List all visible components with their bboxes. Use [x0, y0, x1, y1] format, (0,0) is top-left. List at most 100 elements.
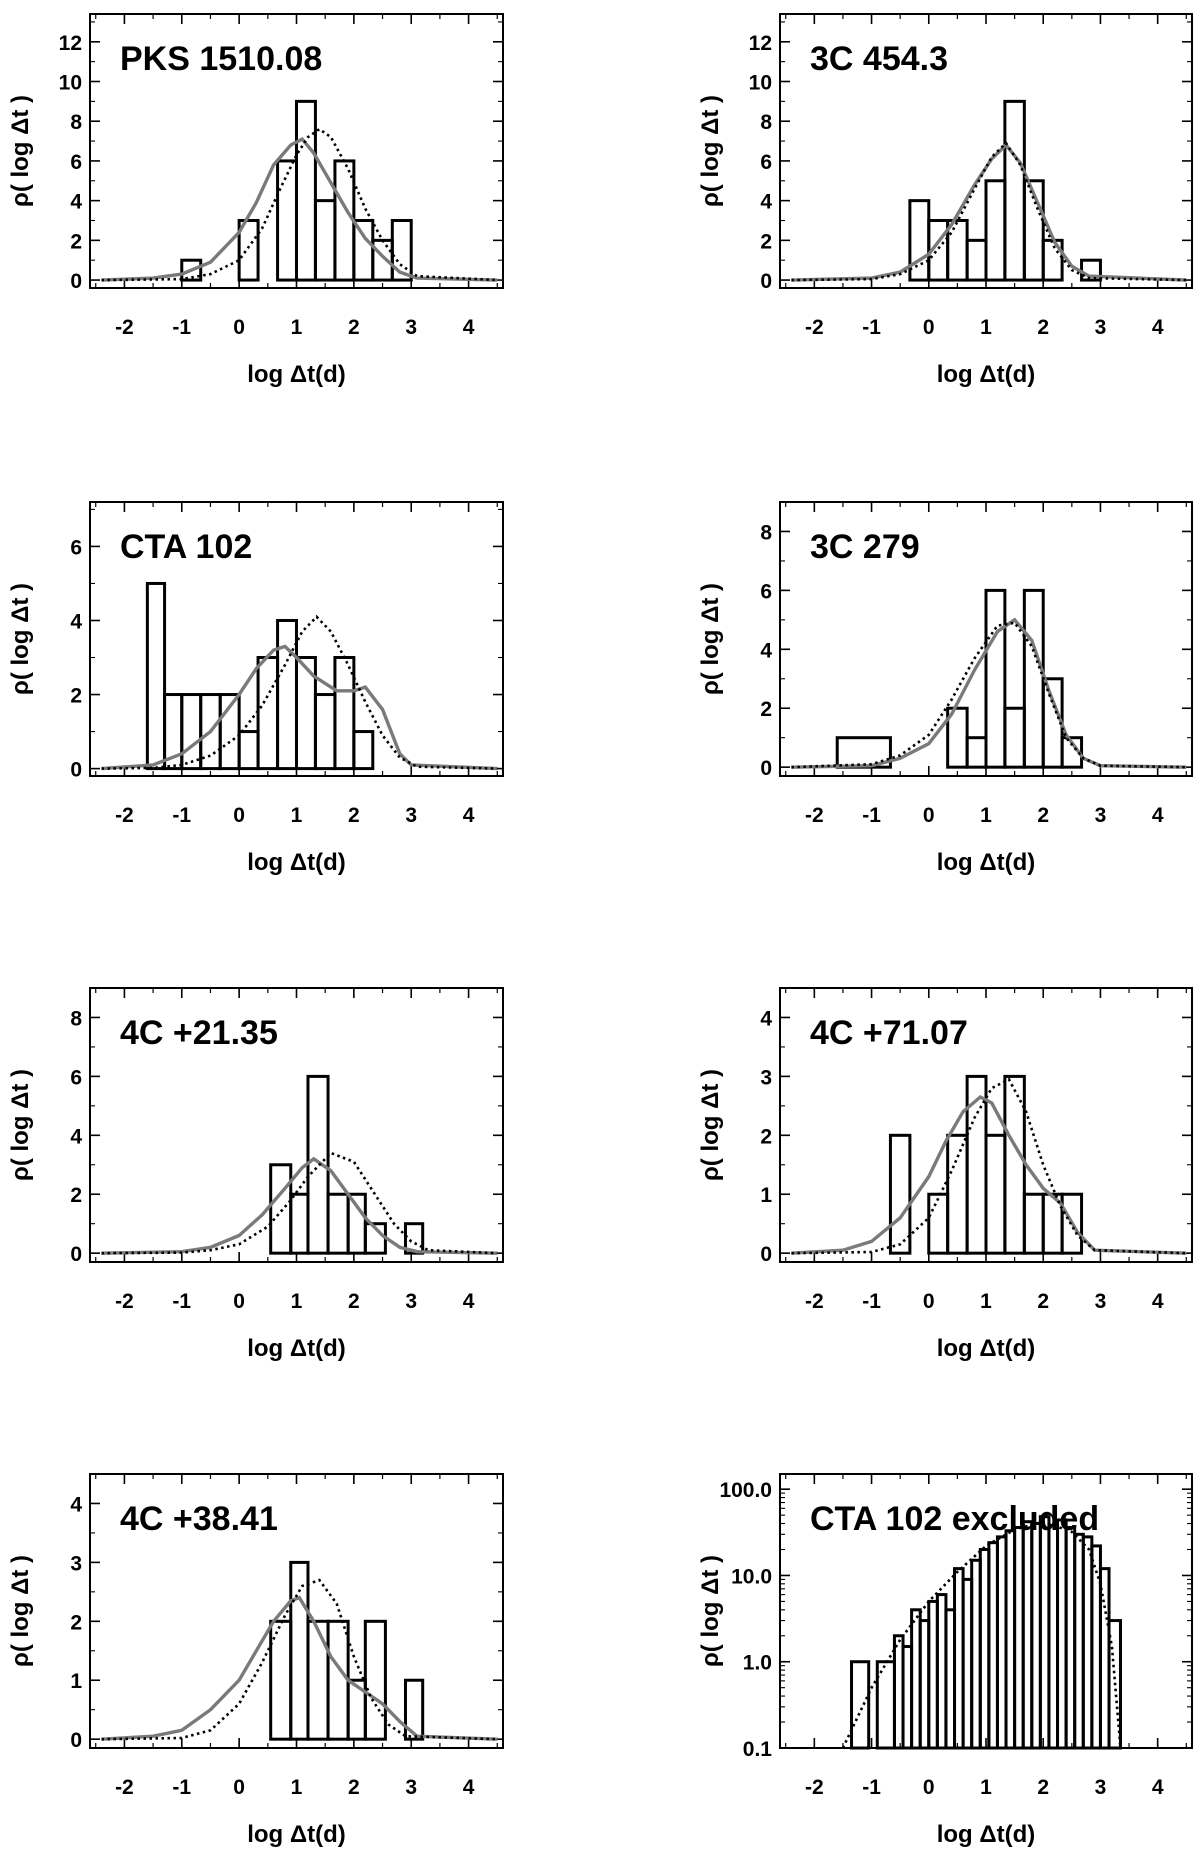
model-gray-line — [791, 617, 1187, 769]
y-tick-label: 3 — [70, 1552, 82, 1575]
x-tick-label: 1 — [980, 804, 992, 827]
x-tick-label: 1 — [980, 316, 992, 339]
y-tick-label: 2 — [760, 1125, 772, 1148]
y-tick-label: 0.1 — [743, 1738, 773, 1761]
x-tick-label: 2 — [1037, 316, 1049, 339]
y-tick-label: 1 — [760, 1184, 772, 1207]
x-tick-label: -2 — [115, 804, 134, 827]
y-tick-label: 0 — [760, 270, 772, 293]
x-tick-label: 4 — [463, 1290, 475, 1313]
x-tick-label: 4 — [1152, 1290, 1164, 1313]
y-tick-label: 0 — [760, 757, 772, 780]
x-tick-label: 1 — [291, 1290, 303, 1313]
y-tick-label: 4 — [70, 610, 82, 633]
x-tick-label: 4 — [1152, 1776, 1164, 1799]
y-tick-label: 4 — [70, 1493, 82, 1516]
model-dotted-line — [791, 621, 1187, 769]
panel-title: CTA 102 — [120, 528, 252, 566]
x-tick-label: 3 — [405, 804, 417, 827]
x-tick-label: -2 — [115, 1776, 134, 1799]
x-axis-label: log Δt(d) — [937, 1335, 1036, 1362]
x-axis-label: log Δt(d) — [937, 361, 1036, 388]
x-tick-label: 2 — [1037, 1290, 1049, 1313]
panel-title: 3C 454.3 — [810, 40, 948, 78]
x-tick-label: -1 — [862, 804, 881, 827]
x-tick-label: 0 — [233, 1290, 245, 1313]
model-dotted-line — [841, 1520, 1122, 1749]
y-tick-label: 100.0 — [719, 1479, 772, 1502]
y-tick-label: 0 — [760, 1243, 772, 1266]
x-tick-label: 1 — [980, 1776, 992, 1799]
model-dotted-line — [101, 614, 498, 770]
x-tick-label: 0 — [233, 804, 245, 827]
y-axis-label: ρ( log Δt ) — [7, 1555, 34, 1667]
y-axis-label: ρ( log Δt ) — [697, 1555, 724, 1667]
x-tick-label: 2 — [348, 316, 360, 339]
x-tick-label: 3 — [405, 1776, 417, 1799]
histogram-bar — [984, 588, 1007, 769]
y-tick-label: 0 — [70, 759, 82, 782]
y-tick-label: 6 — [70, 151, 82, 174]
y-tick-label: 1 — [70, 1670, 82, 1693]
x-tick-label: -1 — [862, 316, 881, 339]
histogram-bar — [850, 1660, 871, 1750]
y-tick-label: 8 — [70, 1007, 82, 1030]
x-tick-label: -2 — [805, 1776, 824, 1799]
histogram-bar — [1022, 179, 1045, 282]
model-gray-line — [791, 142, 1187, 282]
histogram-bar — [403, 1678, 425, 1741]
panel-title: PKS 1510.08 — [120, 40, 322, 78]
x-tick-label: 1 — [291, 1776, 303, 1799]
x-tick-label: 3 — [1095, 1776, 1107, 1799]
y-axis-label: ρ( log Δt ) — [697, 583, 724, 695]
y-axis-label: ρ( log Δt ) — [697, 95, 724, 207]
model-dotted-line — [791, 141, 1187, 282]
y-tick-label: 2 — [70, 230, 82, 253]
y-tick-label: 2 — [70, 1184, 82, 1207]
panel-title: 4C +21.35 — [120, 1014, 278, 1052]
model-dotted-line — [101, 1578, 498, 1741]
x-tick-label: 0 — [923, 316, 935, 339]
y-tick-label: 6 — [760, 580, 772, 603]
y-axis-label: ρ( log Δt ) — [7, 1069, 34, 1181]
y-tick-label: 8 — [70, 111, 82, 134]
x-tick-label: 1 — [291, 316, 303, 339]
x-axis-label: log Δt(d) — [247, 849, 346, 876]
model-gray-line — [101, 644, 498, 771]
y-tick-label: 12 — [59, 32, 82, 55]
y-tick-label: 4 — [70, 1125, 82, 1148]
x-tick-label: -2 — [805, 1290, 824, 1313]
y-tick-label: 12 — [749, 32, 772, 55]
x-tick-label: -1 — [172, 1290, 191, 1313]
model-dotted-line — [101, 127, 498, 282]
histogram-bar — [363, 1619, 387, 1741]
x-axis-label: log Δt(d) — [247, 361, 346, 388]
y-tick-label: 10 — [59, 72, 82, 95]
y-tick-label: 2 — [70, 685, 82, 708]
x-tick-label: 4 — [1152, 316, 1164, 339]
y-tick-label: 2 — [760, 230, 772, 253]
y-tick-label: 10 — [749, 72, 772, 95]
x-tick-label: 2 — [348, 804, 360, 827]
x-tick-label: -1 — [172, 804, 191, 827]
histogram-bar — [237, 218, 260, 282]
y-tick-label: 1.0 — [743, 1652, 772, 1675]
x-tick-label: 3 — [1095, 804, 1107, 827]
histogram-bar — [1060, 736, 1084, 769]
x-tick-label: 2 — [1037, 804, 1049, 827]
histogram-bar — [180, 258, 203, 282]
model-dotted-line — [791, 1077, 1187, 1255]
histogram-bar — [352, 730, 375, 771]
y-tick-label: 6 — [70, 1066, 82, 1089]
histogram-bar — [875, 1660, 896, 1750]
x-tick-label: 0 — [923, 804, 935, 827]
x-tick-label: 0 — [233, 316, 245, 339]
